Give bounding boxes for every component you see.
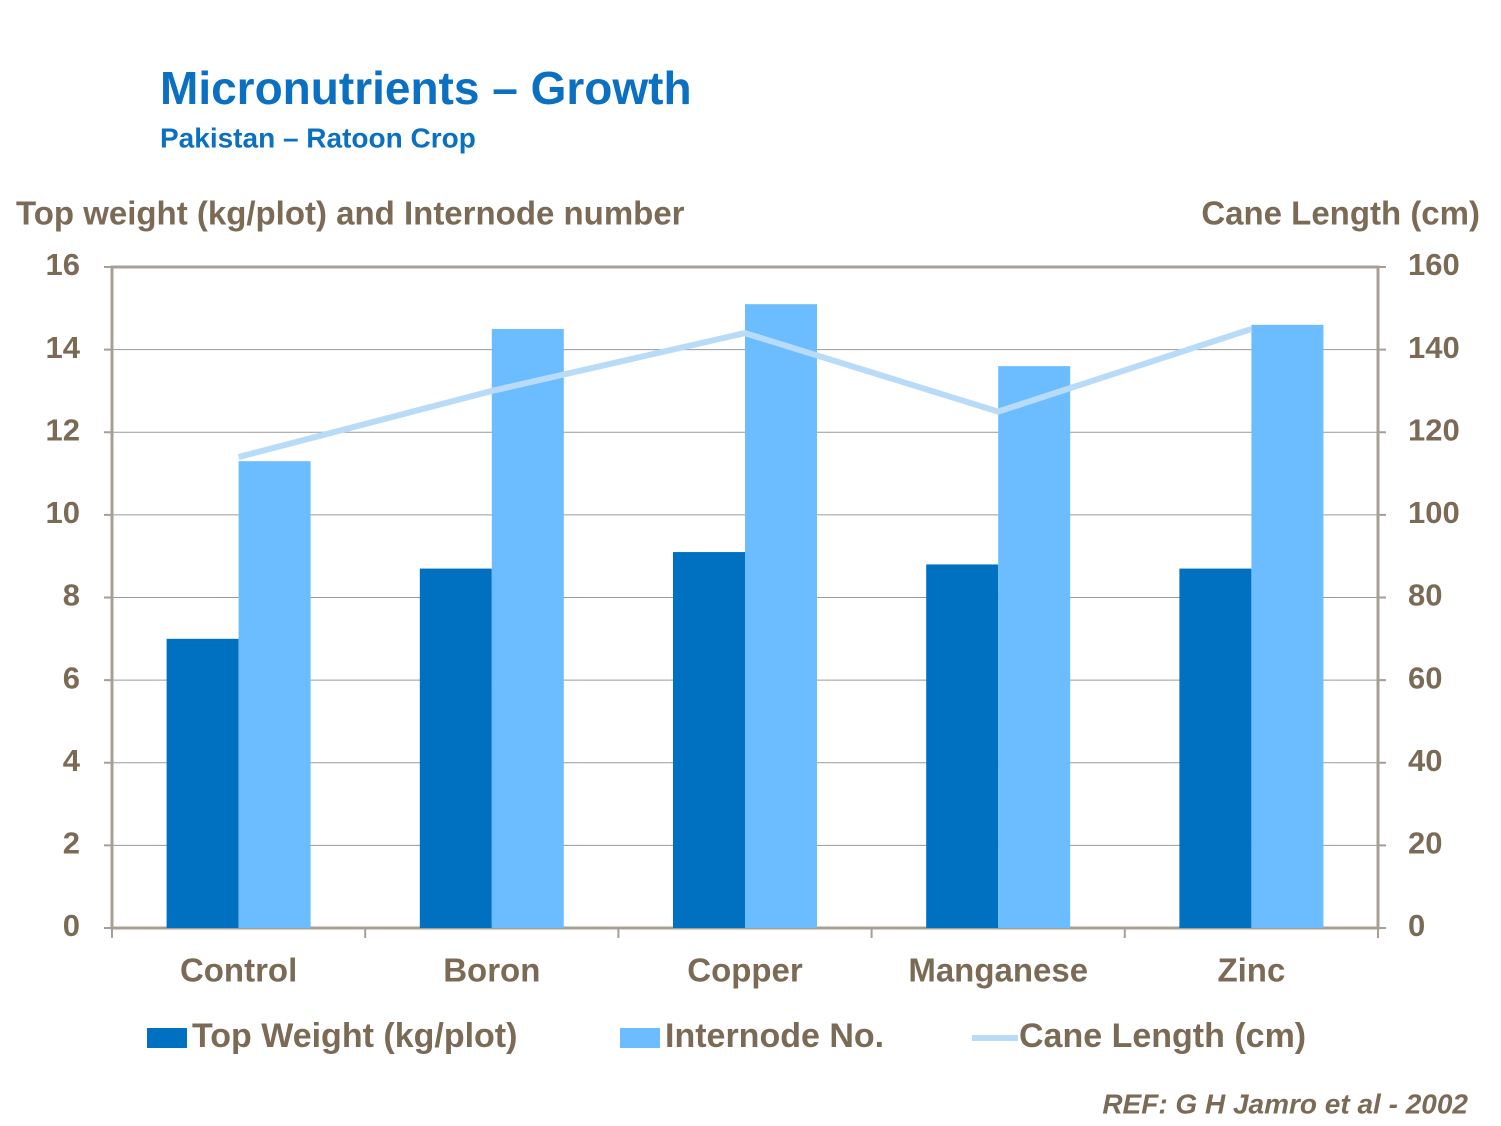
y2-tick-label: 40 [1408, 743, 1442, 778]
line [237, 326, 1253, 460]
y-tick-label: 0 [63, 908, 80, 943]
bar [491, 328, 564, 928]
y-tick-label: 4 [63, 743, 81, 778]
y2-tick-label: 140 [1408, 330, 1460, 365]
y-tick-label: 2 [63, 826, 80, 861]
legend-swatch [620, 1028, 660, 1048]
y2-axis-label: Cane Length (cm) [1201, 195, 1480, 232]
bar [1179, 568, 1252, 928]
y-tick-label: 16 [46, 247, 80, 282]
bar [419, 568, 492, 928]
y2-tick-label: 60 [1408, 660, 1442, 695]
y2-tick-label: 20 [1408, 826, 1442, 861]
bar [745, 304, 817, 928]
x-tick-label: Boron [443, 952, 540, 989]
chart-title: Micronutrients – Growth [160, 62, 692, 114]
x-tick-label: Manganese [908, 952, 1088, 989]
legend-swatch [147, 1028, 187, 1048]
bar [1251, 324, 1324, 928]
y2-tick-label: 120 [1408, 412, 1460, 447]
x-tick-label: Control [180, 952, 297, 989]
y2-tick-label: 100 [1408, 495, 1460, 530]
y-axis-label: Top weight (kg/plot) and Internode numbe… [16, 195, 685, 232]
x-tick-label: Zinc [1217, 952, 1285, 989]
bar [998, 366, 1071, 928]
y-tick-label: 8 [63, 578, 80, 613]
legend-label: Cane Length (cm) [1019, 1017, 1306, 1055]
legend-label: Internode No. [665, 1017, 884, 1055]
y-tick-label: 6 [63, 660, 80, 695]
y2-tick-label: 0 [1408, 908, 1425, 943]
chart-subtitle: Pakistan – Ratoon Crop [160, 122, 476, 153]
bar [166, 638, 239, 928]
y2-tick-label: 80 [1408, 578, 1442, 613]
legend-label: Top Weight (kg/plot) [192, 1017, 517, 1055]
bar [238, 461, 311, 928]
y2-tick-label: 160 [1408, 247, 1460, 282]
y-tick-label: 12 [46, 412, 80, 447]
reference: REF: G H Jamro et al - 2002 [1102, 1088, 1468, 1119]
y-tick-label: 10 [46, 495, 80, 530]
bar [926, 564, 999, 928]
y-tick-label: 14 [46, 330, 81, 365]
x-tick-label: Copper [687, 952, 803, 989]
bar [673, 552, 745, 928]
